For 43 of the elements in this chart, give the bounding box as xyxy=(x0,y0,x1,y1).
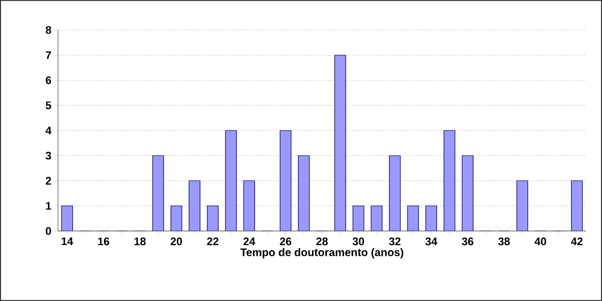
bar xyxy=(188,180,200,231)
x-tick-label: 24 xyxy=(243,238,256,246)
x-tick-label: 32 xyxy=(388,238,400,246)
y-tick-label: 8 xyxy=(46,26,52,34)
bar xyxy=(225,130,237,231)
x-tick-label: 34 xyxy=(425,238,438,246)
x-tick-label: 36 xyxy=(462,238,474,246)
x-tick-label: 26 xyxy=(280,238,292,246)
bar xyxy=(206,206,219,231)
y-tick-label: 3 xyxy=(46,152,52,160)
x-tick-label: 28 xyxy=(316,238,328,246)
bar xyxy=(516,180,528,231)
bar xyxy=(170,206,182,231)
bar xyxy=(298,155,310,231)
bar xyxy=(462,155,474,231)
bar xyxy=(243,180,255,231)
x-tick-label: 18 xyxy=(134,238,146,246)
y-tick-label: 7 xyxy=(46,51,51,59)
bar xyxy=(152,155,164,231)
x-tick-label: 22 xyxy=(207,238,218,246)
x-tick-label: 40 xyxy=(534,238,546,246)
y-tick-label: 6 xyxy=(46,76,52,84)
x-tick-label: 20 xyxy=(170,238,182,246)
bar xyxy=(370,206,382,231)
bar xyxy=(280,130,292,231)
bar xyxy=(425,206,438,231)
y-tick-label: 4 xyxy=(46,126,52,134)
y-tick-label: 0 xyxy=(46,227,52,235)
x-tick-label: 14 xyxy=(62,238,74,246)
bar xyxy=(352,206,364,231)
x-tick-label: 30 xyxy=(352,238,364,246)
y-tick-label: 5 xyxy=(46,102,52,110)
x-tick-label: 42 xyxy=(570,238,583,246)
bar xyxy=(334,54,346,231)
y-tick-label: 1 xyxy=(46,202,52,210)
x-axis-title: Tempo de doutoramento (anos) xyxy=(240,248,404,258)
x-tick-label: 38 xyxy=(498,238,510,246)
y-tick-label: 2 xyxy=(46,176,52,185)
bar xyxy=(61,206,73,231)
bar xyxy=(389,155,401,231)
x-tick-label: 16 xyxy=(98,238,110,246)
bar xyxy=(571,180,583,231)
bar xyxy=(444,130,456,231)
